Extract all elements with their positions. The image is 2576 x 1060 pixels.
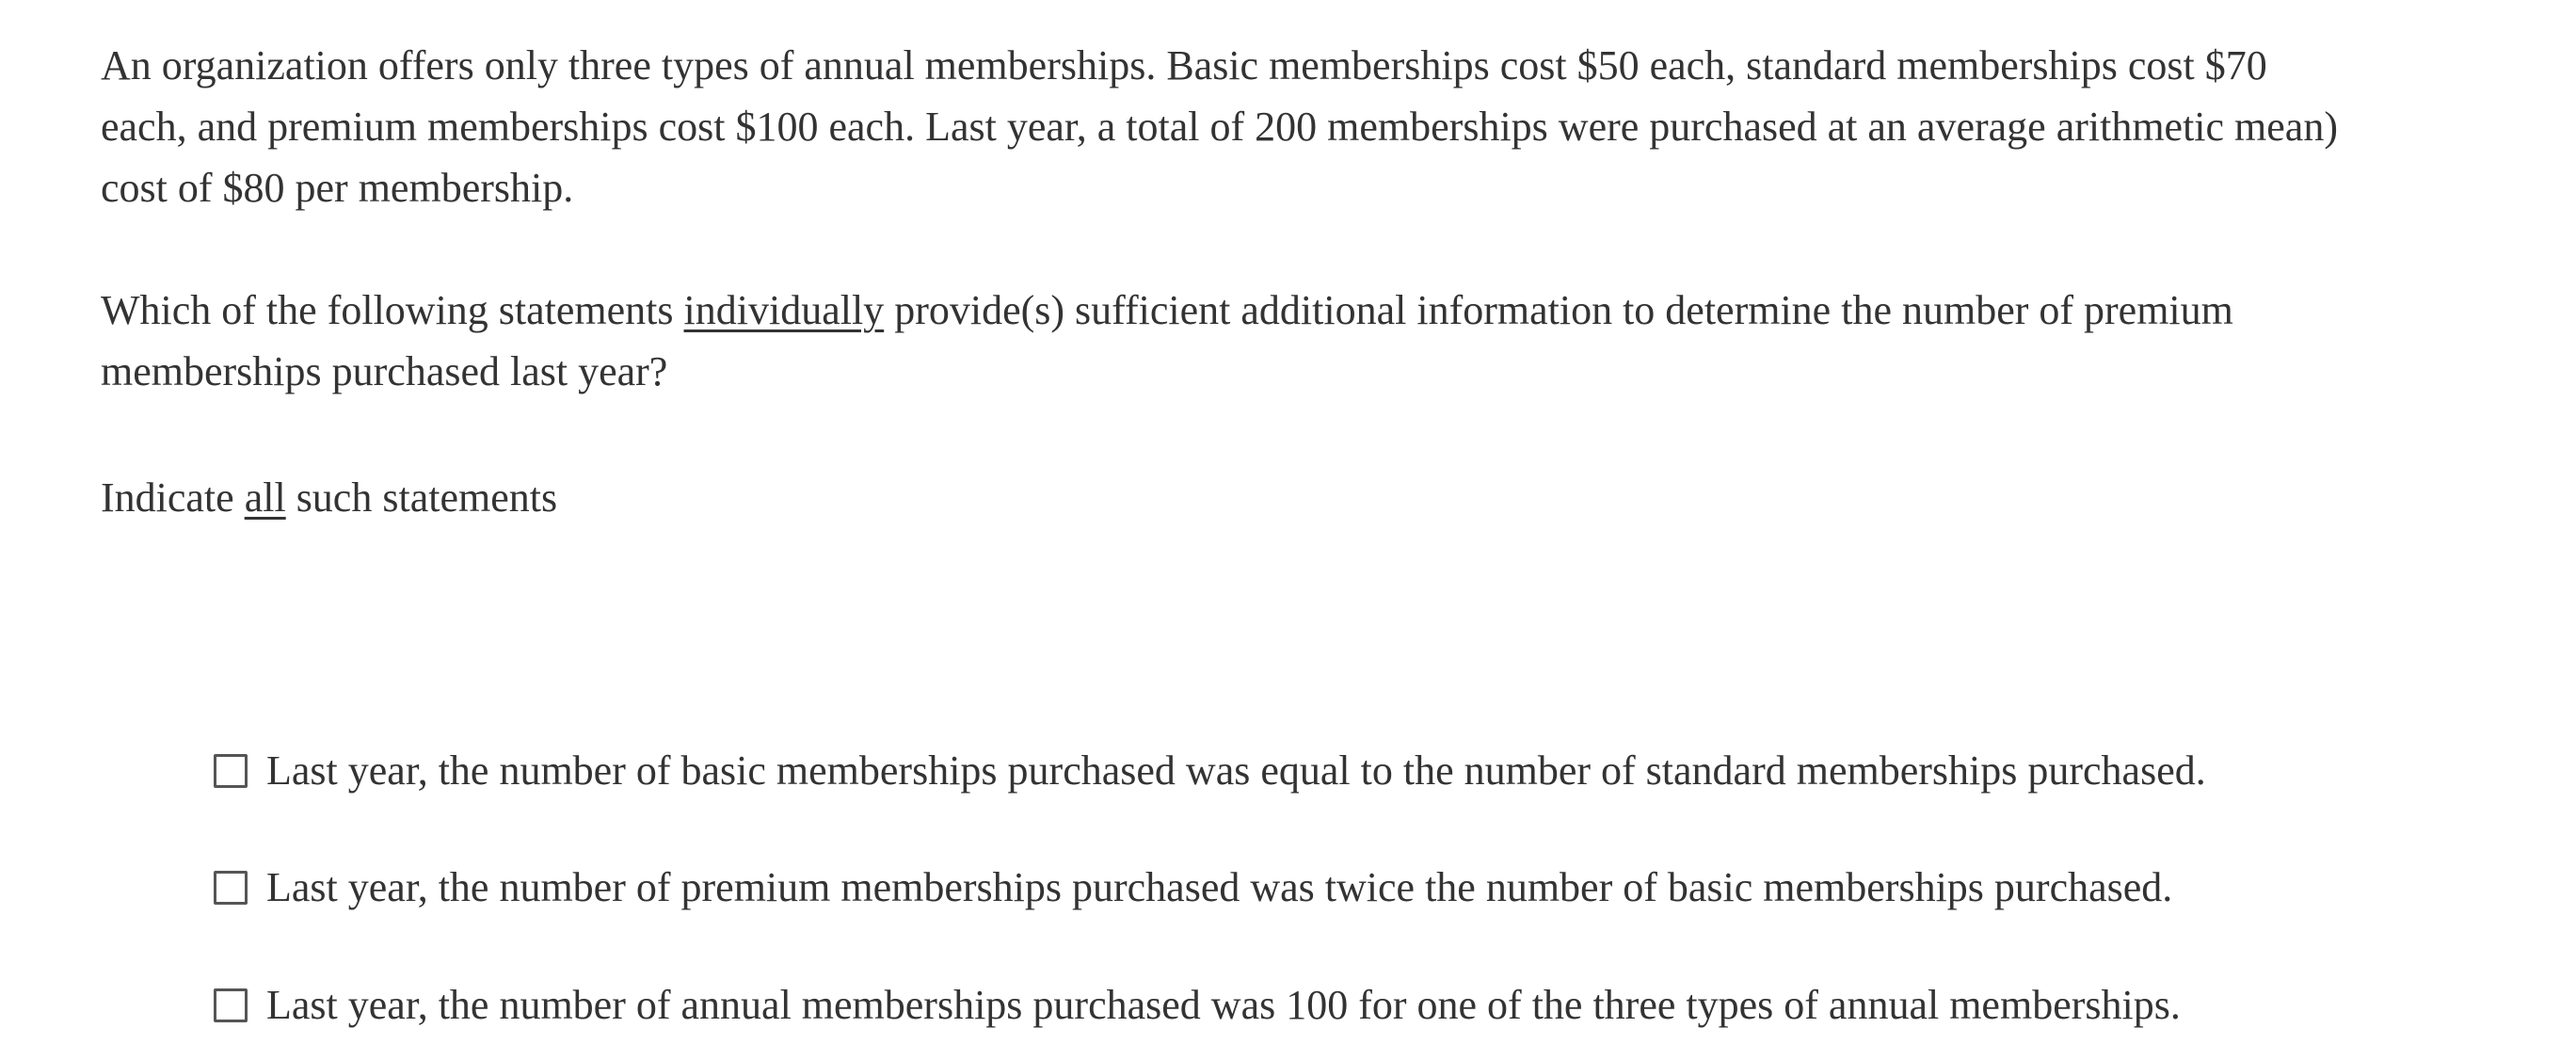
- instruction-text: Indicate: [101, 474, 245, 521]
- instruction: Indicate all such statements: [101, 467, 557, 528]
- stem-line-3: cost of $80 per membership.: [101, 165, 574, 211]
- option-3[interactable]: Last year, the number of annual membersh…: [214, 974, 2181, 1036]
- option-2[interactable]: Last year, the number of premium members…: [214, 857, 2172, 918]
- instruction-text: such statements: [285, 474, 558, 521]
- option-label: Last year, the number of annual membersh…: [266, 982, 2181, 1028]
- question-text: Which of the following statements: [101, 287, 684, 333]
- emphasis-all: all: [244, 474, 286, 521]
- emphasis-individually: individually: [683, 287, 885, 333]
- question-line-2: memberships purchased last year?: [101, 348, 668, 394]
- option-1[interactable]: Last year, the number of basic membershi…: [214, 740, 2206, 801]
- option-label: Last year, the number of premium members…: [266, 864, 2173, 910]
- stem-line-1: An organization offers only three types …: [101, 42, 2267, 88]
- option-label: Last year, the number of basic membershi…: [266, 747, 2206, 794]
- checkbox[interactable]: [214, 988, 248, 1022]
- stem-line-2: each, and premium memberships cost $100 …: [101, 104, 2338, 150]
- question-line-1: Which of the following statements indivi…: [101, 280, 2233, 341]
- checkbox[interactable]: [214, 870, 248, 905]
- question-text: provide(s) sufficient additional informa…: [884, 287, 2233, 333]
- checkbox[interactable]: [214, 753, 248, 788]
